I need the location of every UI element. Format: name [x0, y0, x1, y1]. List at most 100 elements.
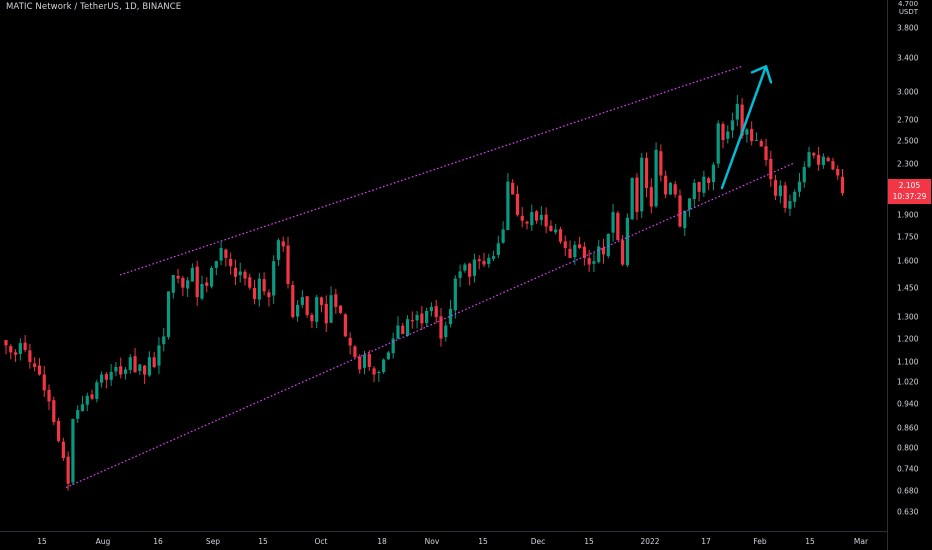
- candle: [439, 308, 443, 347]
- candle-body: [434, 306, 438, 318]
- candle-body: [659, 151, 663, 176]
- candle-body: [128, 357, 132, 370]
- time-tick-label: 16: [153, 537, 163, 546]
- candle: [37, 358, 42, 376]
- candle-body: [836, 168, 840, 176]
- candle-body: [85, 395, 89, 405]
- candle-body: [463, 264, 467, 271]
- candle-body: [224, 249, 228, 258]
- candle-body: [28, 350, 32, 363]
- time-tick-label: 15: [258, 537, 268, 546]
- candle: [769, 150, 773, 187]
- candle: [678, 189, 682, 228]
- price-tick-label: 2.300: [897, 159, 919, 168]
- price-tick-label: 2.500: [897, 136, 919, 146]
- candle: [276, 238, 281, 266]
- chart-plot-area[interactable]: [0, 0, 887, 531]
- candle-body: [310, 314, 314, 322]
- candle: [4, 340, 8, 355]
- candle-body: [611, 212, 615, 233]
- time-tick-label: 15: [805, 537, 815, 546]
- candle: [353, 345, 357, 360]
- candle: [448, 299, 453, 328]
- candle: [343, 313, 347, 338]
- candle-body: [104, 374, 108, 380]
- candle-body: [668, 182, 673, 195]
- candle: [181, 275, 185, 297]
- candle: [836, 165, 840, 180]
- candle: [104, 371, 108, 389]
- candle-body: [324, 303, 328, 324]
- candle: [635, 173, 639, 220]
- candle: [539, 206, 543, 226]
- candle: [754, 132, 759, 141]
- candle: [315, 294, 319, 329]
- candle: [214, 260, 218, 276]
- candle-body: [468, 263, 472, 277]
- projection-arrow-shaft[interactable]: [720, 65, 768, 190]
- candle-body: [367, 353, 371, 367]
- candle-body: [410, 319, 414, 322]
- channel-upper-line[interactable]: [119, 65, 743, 276]
- candle-body: [123, 369, 128, 374]
- candle: [549, 220, 553, 232]
- candle: [391, 332, 395, 359]
- candle-body: [597, 246, 601, 263]
- candle: [730, 112, 735, 139]
- candle-body: [171, 274, 175, 293]
- candle-body: [114, 366, 118, 372]
- candle: [252, 279, 257, 305]
- candle: [18, 338, 22, 361]
- candle: [286, 236, 290, 289]
- candle-body: [100, 374, 104, 383]
- candle-body: [812, 152, 816, 156]
- candle: [329, 286, 333, 323]
- candle: [587, 250, 591, 273]
- candle-body: [291, 284, 295, 318]
- candle-body: [339, 305, 343, 313]
- candle-body: [644, 158, 649, 188]
- candle: [477, 255, 481, 270]
- candle-body: [649, 187, 653, 207]
- candle: [47, 384, 51, 411]
- candle-body: [625, 217, 629, 266]
- candle-body: [61, 441, 65, 458]
- candle-body: [482, 260, 486, 265]
- candle-body: [305, 296, 309, 315]
- candle: [525, 220, 529, 230]
- candle-body: [544, 214, 548, 227]
- candle: [281, 236, 285, 252]
- candle: [224, 248, 228, 267]
- candle: [673, 180, 677, 198]
- candle-body: [640, 157, 644, 212]
- price-tick-label: 0.940: [897, 399, 919, 409]
- candle-body: [587, 258, 591, 265]
- candle: [262, 272, 266, 296]
- candle: [348, 332, 352, 355]
- projection-arrow-head[interactable]: [750, 65, 773, 84]
- candle: [721, 121, 725, 149]
- candle-body: [496, 243, 500, 255]
- candle: [687, 198, 692, 217]
- time-tick-label: Aug: [95, 537, 111, 546]
- candle: [310, 312, 314, 329]
- candle-body: [735, 103, 739, 120]
- candle: [71, 418, 75, 486]
- candle: [305, 296, 309, 318]
- price-axis-divider: [887, 0, 888, 550]
- candle: [745, 127, 749, 143]
- candle-body: [33, 363, 37, 367]
- candle-body: [754, 139, 759, 141]
- candle-body: [66, 456, 70, 484]
- time-tick-label: Mar: [853, 537, 869, 546]
- candle-body: [721, 124, 725, 140]
- candle: [272, 255, 276, 304]
- candle: [410, 311, 414, 329]
- candle-body: [525, 221, 529, 224]
- candle-body: [539, 214, 543, 220]
- candle: [788, 194, 792, 217]
- candle: [554, 223, 558, 235]
- candle-body: [229, 259, 233, 267]
- channel-lower-line[interactable]: [65, 162, 794, 489]
- candle-body: [4, 340, 8, 346]
